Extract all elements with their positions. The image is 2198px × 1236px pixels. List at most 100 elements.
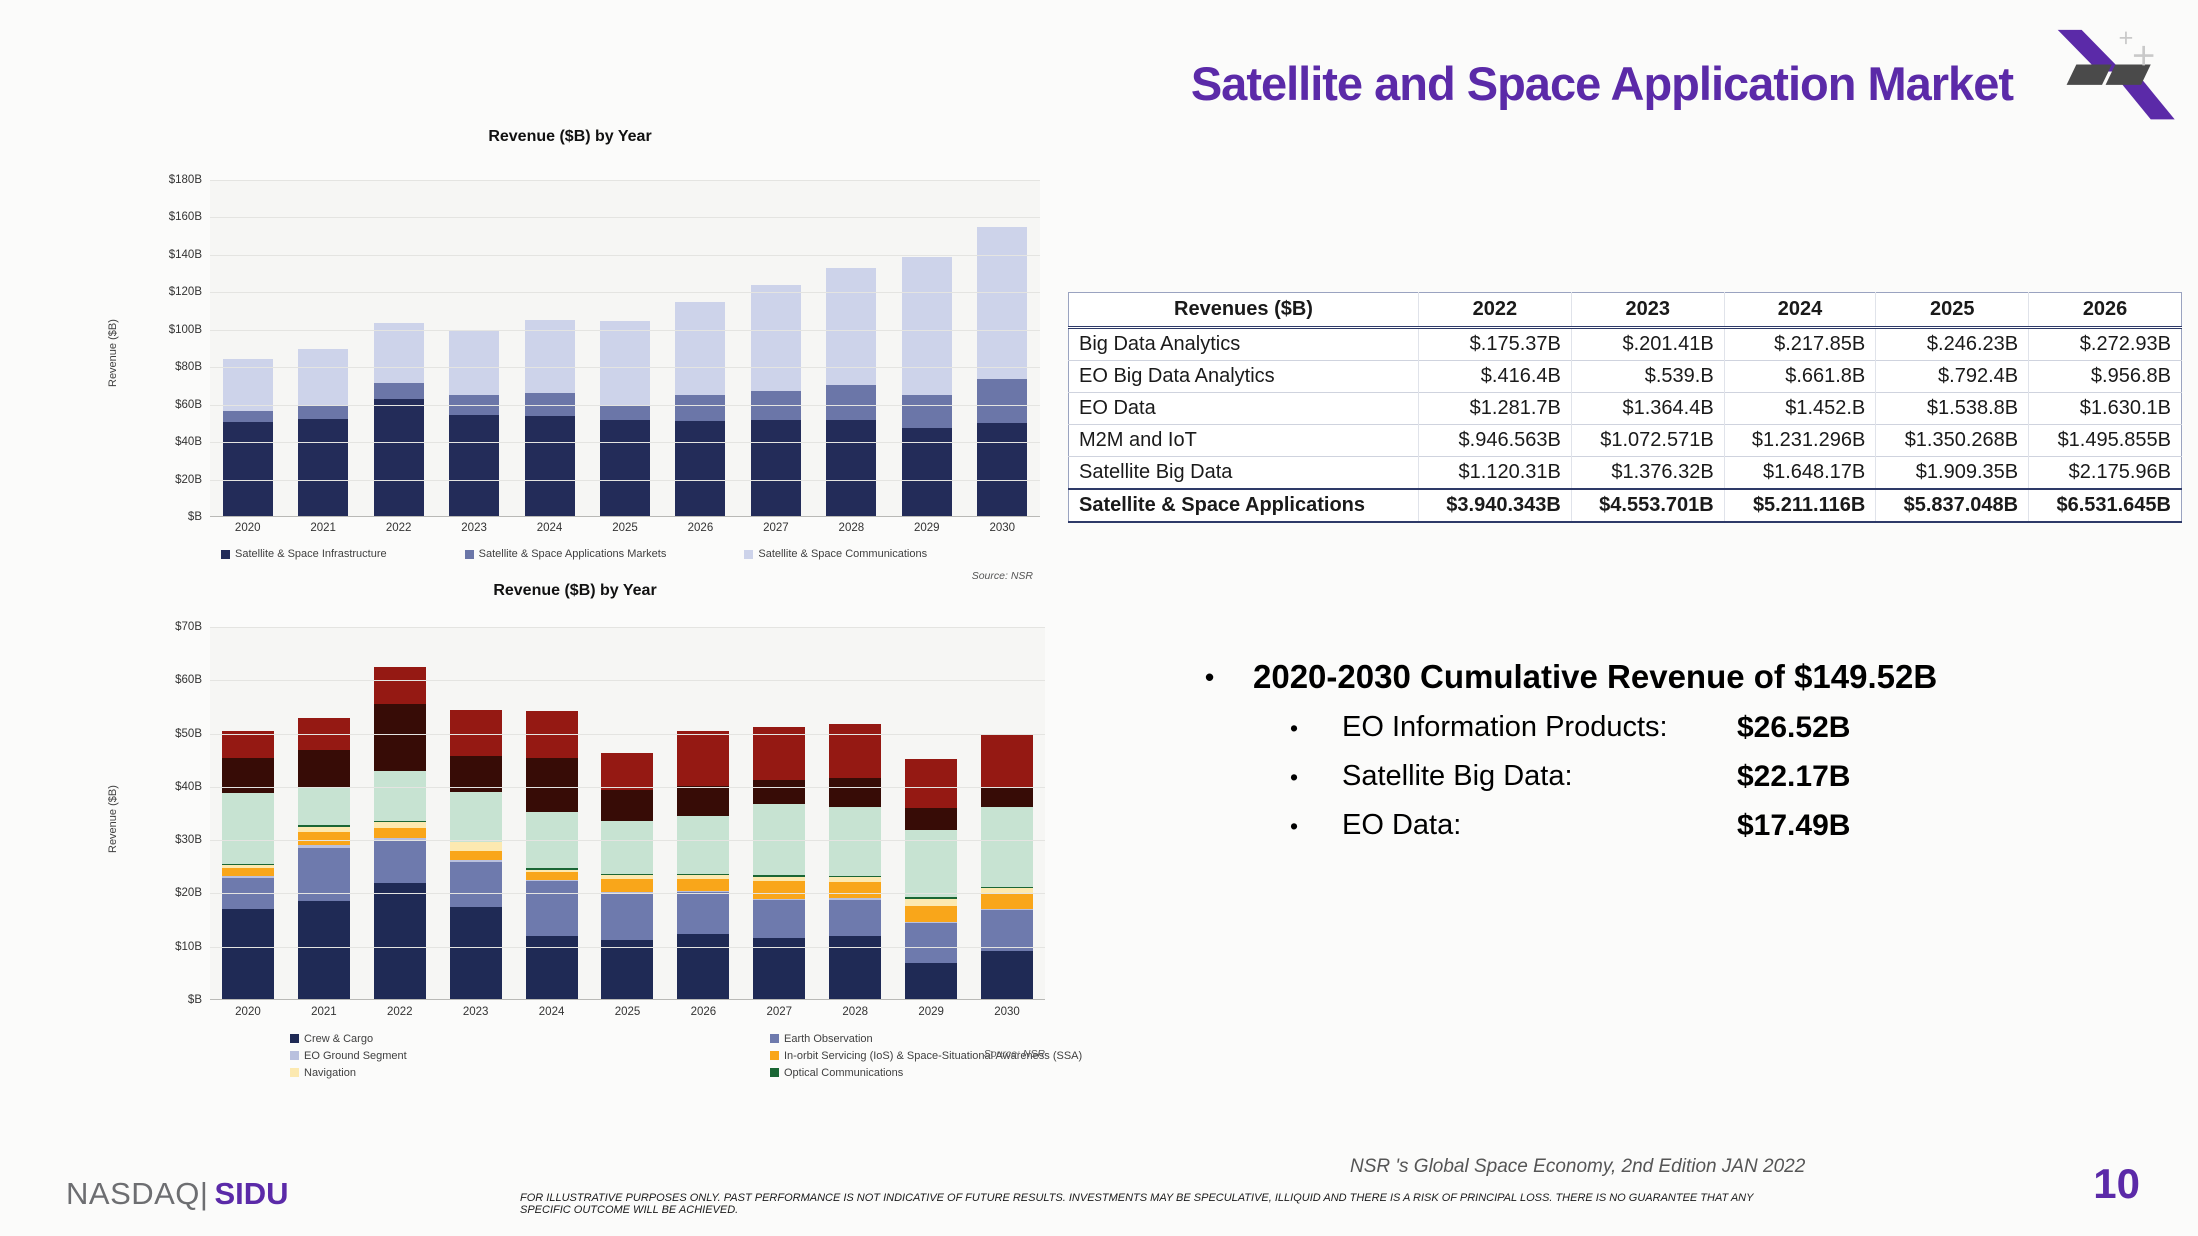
legend-label: Optical Communications bbox=[784, 1066, 904, 1079]
bar-2023 bbox=[438, 627, 514, 1000]
bar-stack bbox=[901, 180, 952, 517]
y-tick-label: $60B bbox=[175, 674, 202, 687]
table-cell: $1.376.32B bbox=[1570, 456, 1725, 489]
x-axis-labels: 2020 2021 2022 2023 2024 2025 2026 2027 2028 2029… bbox=[210, 1006, 1045, 1018]
bar-segment bbox=[601, 790, 654, 822]
table-cell: $2.175.96B bbox=[2028, 456, 2182, 489]
legend-label: Crew & Cargo bbox=[304, 1032, 374, 1045]
bar-segment bbox=[449, 906, 502, 1000]
bar-segment bbox=[829, 899, 882, 937]
bar-segment bbox=[222, 411, 273, 423]
bar-segment bbox=[373, 383, 424, 400]
bar-segment bbox=[221, 731, 274, 758]
bar-stack bbox=[905, 627, 958, 1000]
bar-2024 bbox=[514, 627, 590, 1000]
table-cell: $1.281.7B bbox=[1418, 392, 1572, 425]
bar-segment bbox=[449, 330, 500, 396]
y-tick-label: $120B bbox=[168, 286, 202, 299]
plot-area bbox=[210, 627, 1045, 1000]
sidus-satellite-logo-icon bbox=[2057, 29, 2175, 120]
y-tick-label: $100B bbox=[168, 323, 202, 336]
x-tick-label: 2029 bbox=[914, 522, 940, 534]
table-cell: $.175.37B bbox=[1418, 327, 1572, 361]
bar-stack bbox=[829, 627, 882, 1000]
bar-segment bbox=[221, 867, 274, 877]
bullet-item: • Satellite Big Data: $22.17B bbox=[1290, 760, 2065, 794]
bar-segment bbox=[449, 862, 502, 907]
gridline bbox=[210, 404, 1040, 406]
y-tick-label: $80B bbox=[175, 361, 202, 374]
bullet-item: • EO Information Products: $26.52B bbox=[1290, 711, 2065, 745]
bar-segment bbox=[221, 909, 274, 1000]
table-row: M2M and IoT $.946.563B $1.072.571B $1.231.2… bbox=[1068, 424, 2182, 457]
bar-segment bbox=[599, 404, 650, 420]
y-tick-label: $40B bbox=[175, 436, 202, 449]
bar-segment bbox=[981, 806, 1034, 887]
bar-stack bbox=[981, 627, 1034, 1000]
table-row: Big Data Analytics $.175.37B $.201.41B $.21… bbox=[1068, 327, 2182, 361]
y-tick-label: $20B bbox=[175, 887, 202, 900]
bar-2020 bbox=[210, 180, 285, 517]
bar-2030 bbox=[969, 627, 1045, 1000]
bar-stack bbox=[449, 180, 500, 517]
bar-segment bbox=[826, 385, 877, 420]
table-cell: $4.553.701B bbox=[1570, 488, 1725, 523]
legend-item: Crew & Cargo bbox=[290, 1030, 770, 1047]
table-cell: $1.495.855B bbox=[2028, 424, 2182, 457]
bar-segment bbox=[981, 734, 1034, 788]
table-header-row: Revenues ($B) 2022 2023 2024 2025 2026 bbox=[1068, 292, 2182, 329]
bar-stack bbox=[524, 180, 575, 517]
legend-label: Satellite & Space Applications Markets bbox=[478, 548, 667, 560]
bar-segment bbox=[829, 936, 882, 1000]
bar-series bbox=[210, 627, 1045, 1000]
bar-segment bbox=[753, 898, 806, 900]
gridline bbox=[210, 680, 1045, 682]
table-cell: $1.231.296B bbox=[1723, 424, 1876, 457]
gridline bbox=[210, 292, 1040, 294]
bar-segment bbox=[677, 730, 730, 787]
bar-segment bbox=[981, 950, 1034, 1000]
x-tick-label: 2026 bbox=[687, 522, 714, 534]
revenue-by-year-chart-total: Revenue ($B) by Year Revenue ($B) $180B $… bbox=[95, 122, 1045, 594]
bar-segment bbox=[981, 892, 1034, 909]
table-body: Big Data Analytics $.175.37B $.201.41B $.21… bbox=[1068, 327, 2182, 523]
bar-segment bbox=[601, 892, 654, 894]
bar-segment bbox=[905, 921, 958, 923]
legal-disclaimer: FOR ILLUSTRATIVE PURPOSES ONLY. PAST PER… bbox=[520, 1192, 1754, 1216]
bar-stack bbox=[221, 627, 274, 1000]
bar-segment bbox=[297, 832, 350, 846]
page-number: 10 bbox=[2093, 1160, 2140, 1207]
bar-segment bbox=[677, 934, 730, 1000]
table-cell: $3.940.343B bbox=[1418, 488, 1572, 523]
table-cell: $.956.8B bbox=[2028, 360, 2182, 393]
table-row: EO Big Data Analytics $.416.4B $.539.B $.66… bbox=[1068, 360, 2182, 393]
bar-stack bbox=[449, 627, 502, 1000]
bar-2020 bbox=[210, 627, 286, 1000]
y-axis-label: Revenue ($B) bbox=[107, 319, 119, 387]
table-header: Revenues ($B) 2022 2023 2024 2025 2026 bbox=[1068, 292, 2182, 329]
bar-segment bbox=[373, 821, 426, 828]
x-tick-label: 2021 bbox=[310, 522, 336, 534]
gridline bbox=[210, 840, 1045, 842]
bar-segment bbox=[221, 876, 274, 878]
legend-item: Earth Observation bbox=[770, 1030, 1082, 1047]
table-cell: M2M and IoT bbox=[1068, 424, 1419, 457]
table-cell: $1.630.1B bbox=[2028, 392, 2182, 425]
bar-2024 bbox=[512, 180, 587, 517]
bar-segment bbox=[829, 898, 882, 900]
source-note: Source: NSR bbox=[971, 570, 1033, 582]
legend-swatch-icon bbox=[221, 549, 230, 559]
table-cell: $.217.85B bbox=[1723, 327, 1876, 361]
bar-stack bbox=[675, 180, 726, 517]
chart-legend: Crew & Cargo EO Ground Segment Navigation E… bbox=[290, 1030, 1082, 1081]
legend-item: Optical Communications bbox=[770, 1064, 1082, 1081]
bar-segment bbox=[977, 379, 1028, 424]
table-cell: $5.211.116B bbox=[1723, 488, 1876, 523]
nasdaq-wordmark: NASDAQ| bbox=[66, 1176, 209, 1211]
bullet-label: Satellite Big Data: bbox=[1342, 760, 1573, 792]
bar-segment bbox=[675, 420, 726, 517]
column-header: Revenues ($B) bbox=[1068, 292, 1419, 329]
table-cell: $.416.4B bbox=[1418, 360, 1572, 393]
bullet-value: $22.17B bbox=[1737, 760, 1851, 793]
bar-segment bbox=[981, 908, 1034, 910]
